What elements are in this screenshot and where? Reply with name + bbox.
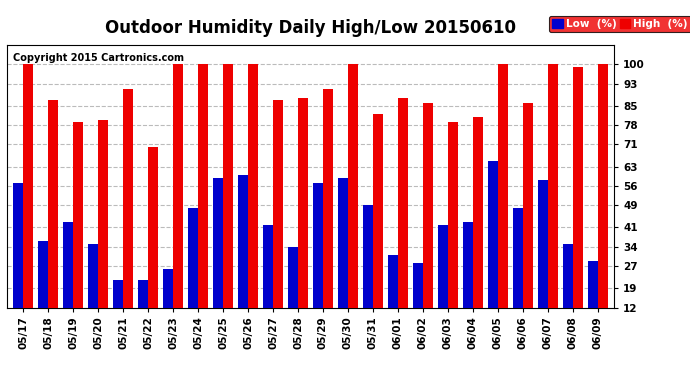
Bar	[248, 64, 258, 340]
Bar	[563, 244, 573, 340]
Bar	[338, 178, 348, 340]
Bar	[498, 64, 508, 340]
Bar	[173, 64, 183, 340]
Bar	[463, 222, 473, 340]
Bar	[39, 241, 48, 340]
Bar	[213, 178, 223, 340]
Bar	[224, 64, 233, 340]
Bar	[588, 261, 598, 340]
Bar	[348, 64, 357, 340]
Bar	[523, 103, 533, 340]
Bar	[538, 180, 548, 340]
Bar	[373, 114, 383, 340]
Bar	[23, 64, 33, 340]
Bar	[148, 147, 158, 340]
Bar	[188, 208, 198, 340]
Bar	[448, 122, 457, 340]
Bar	[598, 64, 608, 340]
Bar	[88, 244, 98, 340]
Bar	[198, 64, 208, 340]
Bar	[63, 222, 73, 340]
Bar	[99, 120, 108, 340]
Bar	[164, 269, 172, 340]
Bar	[388, 255, 397, 340]
Bar	[264, 225, 273, 340]
Legend: Low  (%), High  (%): Low (%), High (%)	[549, 16, 690, 32]
Text: Copyright 2015 Cartronics.com: Copyright 2015 Cartronics.com	[13, 53, 184, 63]
Text: Outdoor Humidity Daily High/Low 20150610: Outdoor Humidity Daily High/Low 20150610	[105, 19, 516, 37]
Bar	[48, 100, 58, 340]
Bar	[363, 205, 373, 340]
Bar	[473, 117, 483, 340]
Bar	[488, 161, 497, 340]
Bar	[298, 98, 308, 340]
Bar	[313, 183, 323, 340]
Bar	[113, 280, 123, 340]
Bar	[513, 208, 522, 340]
Bar	[548, 64, 558, 340]
Bar	[573, 67, 582, 341]
Bar	[13, 183, 23, 340]
Bar	[73, 122, 83, 340]
Bar	[398, 98, 408, 340]
Bar	[438, 225, 448, 340]
Bar	[138, 280, 148, 340]
Bar	[273, 100, 283, 340]
Bar	[124, 89, 133, 340]
Bar	[413, 263, 423, 340]
Bar	[238, 175, 248, 340]
Bar	[423, 103, 433, 340]
Bar	[288, 247, 298, 340]
Bar	[323, 89, 333, 340]
